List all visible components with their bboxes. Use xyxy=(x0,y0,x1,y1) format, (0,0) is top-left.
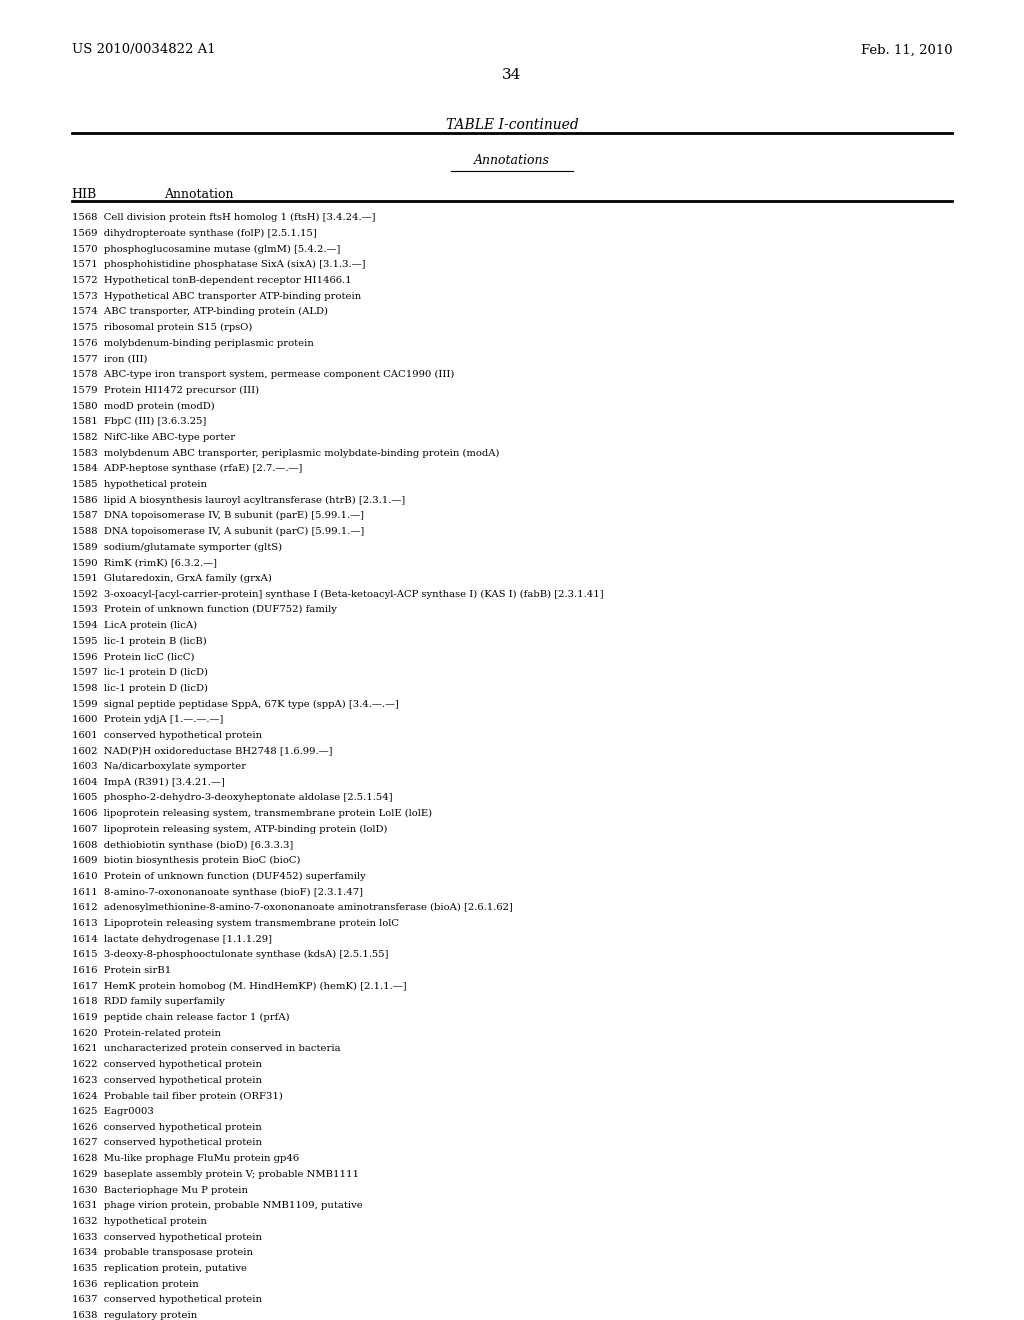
Text: 1627  conserved hypothetical protein: 1627 conserved hypothetical protein xyxy=(72,1138,262,1147)
Text: 1574  ABC transporter, ATP-binding protein (ALD): 1574 ABC transporter, ATP-binding protei… xyxy=(72,308,328,317)
Text: 1588  DNA topoisomerase IV, A subunit (parC) [5.99.1.—]: 1588 DNA topoisomerase IV, A subunit (pa… xyxy=(72,527,364,536)
Text: 1568  Cell division protein ftsH homolog 1 (ftsH) [3.4.24.—]: 1568 Cell division protein ftsH homolog … xyxy=(72,214,375,222)
Text: 1633  conserved hypothetical protein: 1633 conserved hypothetical protein xyxy=(72,1233,262,1242)
Text: 1623  conserved hypothetical protein: 1623 conserved hypothetical protein xyxy=(72,1076,262,1085)
Text: 1631  phage virion protein, probable NMB1109, putative: 1631 phage virion protein, probable NMB1… xyxy=(72,1201,362,1210)
Text: 1579  Protein HI1472 precursor (III): 1579 Protein HI1472 precursor (III) xyxy=(72,385,259,395)
Text: 1638  regulatory protein: 1638 regulatory protein xyxy=(72,1311,197,1320)
Text: 1613  Lipoprotein releasing system transmembrane protein lolC: 1613 Lipoprotein releasing system transm… xyxy=(72,919,398,928)
Text: 1577  iron (III): 1577 iron (III) xyxy=(72,354,147,363)
Text: 1609  biotin biosynthesis protein BioC (bioC): 1609 biotin biosynthesis protein BioC (b… xyxy=(72,857,300,866)
Text: 1590  RimK (rimK) [6.3.2.—]: 1590 RimK (rimK) [6.3.2.—] xyxy=(72,558,217,568)
Text: 1617  HemK protein homobog (M. HindHemKP) (hemK) [2.1.1.—]: 1617 HemK protein homobog (M. HindHemKP)… xyxy=(72,982,407,991)
Text: 1616  Protein sirB1: 1616 Protein sirB1 xyxy=(72,966,171,975)
Text: 1573  Hypothetical ABC transporter ATP-binding protein: 1573 Hypothetical ABC transporter ATP-bi… xyxy=(72,292,360,301)
Text: 1634  probable transposase protein: 1634 probable transposase protein xyxy=(72,1249,253,1257)
Text: 1582  NifC-like ABC-type porter: 1582 NifC-like ABC-type porter xyxy=(72,433,234,442)
Text: 1569  dihydropteroate synthase (folP) [2.5.1.15]: 1569 dihydropteroate synthase (folP) [2.… xyxy=(72,228,316,238)
Text: 1635  replication protein, putative: 1635 replication protein, putative xyxy=(72,1265,247,1272)
Text: 1584  ADP-heptose synthase (rfaE) [2.7.—.—]: 1584 ADP-heptose synthase (rfaE) [2.7.—.… xyxy=(72,465,302,474)
Text: 1596  Protein licC (licC): 1596 Protein licC (licC) xyxy=(72,652,195,661)
Text: 1622  conserved hypothetical protein: 1622 conserved hypothetical protein xyxy=(72,1060,262,1069)
Text: 1628  Mu-like prophage FluMu protein gp46: 1628 Mu-like prophage FluMu protein gp46 xyxy=(72,1154,299,1163)
Text: 1604  ImpA (R391) [3.4.21.—]: 1604 ImpA (R391) [3.4.21.—] xyxy=(72,777,224,787)
Text: 1607  lipoprotein releasing system, ATP-binding protein (lolD): 1607 lipoprotein releasing system, ATP-b… xyxy=(72,825,387,834)
Text: 1586  lipid A biosynthesis lauroyl acyltransferase (htrB) [2.3.1.—]: 1586 lipid A biosynthesis lauroyl acyltr… xyxy=(72,495,404,504)
Text: 1618  RDD family superfamily: 1618 RDD family superfamily xyxy=(72,998,224,1006)
Text: 1621  uncharacterized protein conserved in bacteria: 1621 uncharacterized protein conserved i… xyxy=(72,1044,340,1053)
Text: 1611  8-amino-7-oxononanoate synthase (bioF) [2.3.1.47]: 1611 8-amino-7-oxononanoate synthase (bi… xyxy=(72,887,362,896)
Text: 1599  signal peptide peptidase SppA, 67K type (sppA) [3.4.—.—]: 1599 signal peptide peptidase SppA, 67K … xyxy=(72,700,398,709)
Text: 34: 34 xyxy=(503,69,521,82)
Text: 1593  Protein of unknown function (DUF752) family: 1593 Protein of unknown function (DUF752… xyxy=(72,606,337,614)
Text: 1624  Probable tail fiber protein (ORF31): 1624 Probable tail fiber protein (ORF31) xyxy=(72,1092,283,1101)
Text: 1636  replication protein: 1636 replication protein xyxy=(72,1279,199,1288)
Text: 1575  ribosomal protein S15 (rpsO): 1575 ribosomal protein S15 (rpsO) xyxy=(72,323,252,333)
Text: 1612  adenosylmethionine-8-amino-7-oxononanoate aminotransferase (bioA) [2.6.1.6: 1612 adenosylmethionine-8-amino-7-oxonon… xyxy=(72,903,513,912)
Text: 1585  hypothetical protein: 1585 hypothetical protein xyxy=(72,480,207,488)
Text: TABLE I-continued: TABLE I-continued xyxy=(445,117,579,132)
Text: 1591  Glutaredoxin, GrxA family (grxA): 1591 Glutaredoxin, GrxA family (grxA) xyxy=(72,574,271,583)
Text: HIB: HIB xyxy=(72,189,97,202)
Text: 1629  baseplate assembly protein V; probable NMB1111: 1629 baseplate assembly protein V; proba… xyxy=(72,1170,358,1179)
Text: 1570  phosphoglucosamine mutase (glmM) [5.4.2.—]: 1570 phosphoglucosamine mutase (glmM) [5… xyxy=(72,244,340,253)
Text: 1580  modD protein (modD): 1580 modD protein (modD) xyxy=(72,401,214,411)
Text: 1620  Protein-related protein: 1620 Protein-related protein xyxy=(72,1028,221,1038)
Text: 1571  phosphohistidine phosphatase SixA (sixA) [3.1.3.—]: 1571 phosphohistidine phosphatase SixA (… xyxy=(72,260,366,269)
Text: 1589  sodium/glutamate symporter (gltS): 1589 sodium/glutamate symporter (gltS) xyxy=(72,543,282,552)
Text: 1632  hypothetical protein: 1632 hypothetical protein xyxy=(72,1217,207,1226)
Text: 1614  lactate dehydrogenase [1.1.1.29]: 1614 lactate dehydrogenase [1.1.1.29] xyxy=(72,935,271,944)
Text: 1615  3-deoxy-8-phosphooctulonate synthase (kdsA) [2.5.1.55]: 1615 3-deoxy-8-phosphooctulonate synthas… xyxy=(72,950,388,960)
Text: 1637  conserved hypothetical protein: 1637 conserved hypothetical protein xyxy=(72,1295,262,1304)
Text: 1576  molybdenum-binding periplasmic protein: 1576 molybdenum-binding periplasmic prot… xyxy=(72,339,313,347)
Text: 1603  Na/dicarboxylate symporter: 1603 Na/dicarboxylate symporter xyxy=(72,762,246,771)
Text: 1602  NAD(P)H oxidoreductase BH2748 [1.6.99.—]: 1602 NAD(P)H oxidoreductase BH2748 [1.6.… xyxy=(72,746,332,755)
Text: 1619  peptide chain release factor 1 (prfA): 1619 peptide chain release factor 1 (prf… xyxy=(72,1012,290,1022)
Text: 1606  lipoprotein releasing system, transmembrane protein LolE (lolE): 1606 lipoprotein releasing system, trans… xyxy=(72,809,432,818)
Text: 1605  phospho-2-dehydro-3-deoxyheptonate aldolase [2.5.1.54]: 1605 phospho-2-dehydro-3-deoxyheptonate … xyxy=(72,793,392,803)
Text: 1581  FbpC (III) [3.6.3.25]: 1581 FbpC (III) [3.6.3.25] xyxy=(72,417,206,426)
Text: 1594  LicA protein (licA): 1594 LicA protein (licA) xyxy=(72,620,197,630)
Text: US 2010/0034822 A1: US 2010/0034822 A1 xyxy=(72,44,215,57)
Text: Feb. 11, 2010: Feb. 11, 2010 xyxy=(861,44,952,57)
Text: 1578  ABC-type iron transport system, permease component CAC1990 (III): 1578 ABC-type iron transport system, per… xyxy=(72,370,454,379)
Text: 1583  molybdenum ABC transporter, periplasmic molybdate-binding protein (modA): 1583 molybdenum ABC transporter, peripla… xyxy=(72,449,499,458)
Text: 1600  Protein ydjA [1.—.—.—]: 1600 Protein ydjA [1.—.—.—] xyxy=(72,715,223,725)
Text: 1601  conserved hypothetical protein: 1601 conserved hypothetical protein xyxy=(72,731,262,739)
Text: 1630  Bacteriophage Mu P protein: 1630 Bacteriophage Mu P protein xyxy=(72,1185,248,1195)
Text: 1610  Protein of unknown function (DUF452) superfamily: 1610 Protein of unknown function (DUF452… xyxy=(72,873,366,880)
Text: 1572  Hypothetical tonB-dependent receptor HI1466.1: 1572 Hypothetical tonB-dependent recepto… xyxy=(72,276,351,285)
Text: 1592  3-oxoacyl-[acyl-carrier-protein] synthase I (Beta-ketoacyl-ACP synthase I): 1592 3-oxoacyl-[acyl-carrier-protein] sy… xyxy=(72,590,603,599)
Text: 1608  dethiobiotin synthase (bioD) [6.3.3.3]: 1608 dethiobiotin synthase (bioD) [6.3.3… xyxy=(72,841,293,850)
Text: Annotations: Annotations xyxy=(474,153,550,166)
Text: 1626  conserved hypothetical protein: 1626 conserved hypothetical protein xyxy=(72,1123,261,1131)
Text: 1625  Eagr0003: 1625 Eagr0003 xyxy=(72,1107,154,1117)
Text: 1597  lic-1 protein D (licD): 1597 lic-1 protein D (licD) xyxy=(72,668,208,677)
Text: 1595  lic-1 protein B (licB): 1595 lic-1 protein B (licB) xyxy=(72,636,207,645)
Text: Annotation: Annotation xyxy=(164,189,233,202)
Text: 1598  lic-1 protein D (licD): 1598 lic-1 protein D (licD) xyxy=(72,684,208,693)
Text: 1587  DNA topoisomerase IV, B subunit (parE) [5.99.1.—]: 1587 DNA topoisomerase IV, B subunit (pa… xyxy=(72,511,364,520)
